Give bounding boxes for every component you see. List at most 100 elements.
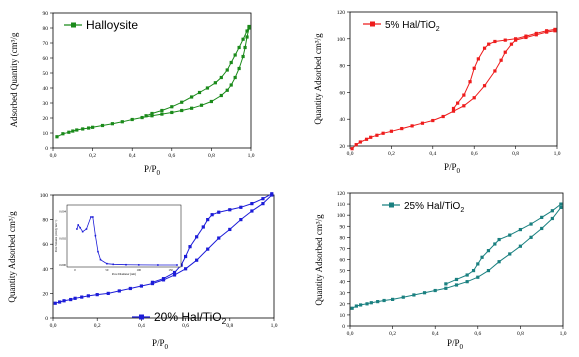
legend-text: 20% Hal/TiO <box>154 310 222 324</box>
data-point <box>241 54 245 59</box>
data-point <box>509 42 514 46</box>
y-tick-label: 40 <box>43 267 49 273</box>
inset-data-point <box>76 228 78 230</box>
data-point <box>160 112 164 116</box>
y-tick-label: 20 <box>340 302 346 308</box>
data-point <box>225 88 229 92</box>
data-point <box>270 192 274 196</box>
data-point <box>245 29 249 33</box>
data-point <box>241 37 245 41</box>
y-tick-label: 40 <box>340 117 346 123</box>
data-point <box>201 225 205 229</box>
data-point <box>451 109 456 113</box>
legend-marker <box>389 202 394 208</box>
inset-y-tick-label: 0.000 <box>59 263 66 267</box>
data-point <box>209 99 213 104</box>
inset-data-point <box>92 216 94 218</box>
chart-panel-1: 0,0 0,2 0,4 0,6 0,8 1,0 0 10 20 30 40 50 60 70 80 90 Hal… <box>9 11 255 177</box>
data-point <box>150 111 154 116</box>
x-axis-label: P/P0 <box>444 162 461 175</box>
data-point <box>369 301 373 305</box>
x-tick-label: 1,0 <box>271 323 278 329</box>
plot-frame <box>349 192 564 327</box>
data-point <box>150 114 154 118</box>
data-point <box>61 132 65 136</box>
x-tick-label: 1,0 <box>560 331 567 337</box>
inset-data-point <box>90 216 92 218</box>
x-tick-label: 0,2 <box>94 323 101 329</box>
data-point <box>389 129 393 133</box>
data-point <box>540 215 544 219</box>
data-point <box>503 38 507 42</box>
x-tick-label: 0,0 <box>50 153 57 159</box>
legend-label: Halloysite <box>86 18 138 32</box>
data-point <box>80 295 84 299</box>
data-point <box>529 222 533 226</box>
data-point <box>433 288 437 293</box>
data-point <box>358 140 362 144</box>
data-point <box>369 135 373 139</box>
y-tick-label: 90 <box>340 224 346 230</box>
data-point <box>550 209 554 213</box>
data-point <box>139 284 143 288</box>
data-point <box>559 205 563 210</box>
data-point <box>454 277 459 282</box>
data-point <box>444 286 448 290</box>
data-point <box>86 294 90 298</box>
data-point <box>350 306 354 310</box>
x-axis-label-text: P/P <box>144 164 157 174</box>
data-point <box>261 197 265 201</box>
legend-marker <box>139 314 144 320</box>
data-point <box>225 68 229 72</box>
x-tick-label: 0,0 <box>50 323 57 329</box>
data-point <box>250 209 254 213</box>
y-tick-label: 70 <box>340 246 346 252</box>
inset-data-point <box>99 258 102 261</box>
data-point <box>382 298 386 303</box>
legend-marker <box>71 22 76 28</box>
data-point <box>480 255 484 259</box>
data-point <box>100 123 105 128</box>
y-tick-label: 110 <box>337 202 345 208</box>
y-tick-label: 60 <box>43 56 49 62</box>
legend-subscript: 2 <box>460 207 464 214</box>
data-point <box>476 275 480 279</box>
data-point <box>247 24 251 29</box>
data-point <box>553 27 557 32</box>
data-point <box>180 100 184 104</box>
data-point <box>476 262 480 266</box>
y-tick-label: 20 <box>340 144 346 150</box>
data-point <box>55 135 59 139</box>
inset-frame <box>66 204 182 268</box>
legend-label: 20% Hal/TiO2 <box>154 310 227 326</box>
data-point <box>87 126 91 130</box>
data-point <box>375 133 379 137</box>
data-point <box>487 42 491 46</box>
data-point <box>233 53 237 57</box>
data-point <box>172 270 177 275</box>
data-point <box>400 126 404 131</box>
x-tick-label: 0,0 <box>347 151 354 157</box>
plot-frame <box>349 11 558 147</box>
inset-x-tick-label: 100 <box>137 268 142 272</box>
y-tick-label: 60 <box>340 90 346 96</box>
data-point <box>91 125 95 129</box>
data-point <box>106 291 110 295</box>
data-point <box>243 45 247 50</box>
data-point <box>73 296 77 300</box>
y-tick-label: 0 <box>45 146 48 152</box>
data-point <box>422 291 427 295</box>
data-point <box>172 273 177 277</box>
data-point <box>233 75 237 80</box>
data-point <box>412 293 416 297</box>
data-point <box>454 283 459 287</box>
legend-label: 25% Hal/TiO2 <box>404 201 464 214</box>
data-point <box>239 205 243 209</box>
y-tick-label: 70 <box>43 41 49 47</box>
data-point <box>195 258 199 262</box>
data-point <box>503 50 507 54</box>
y-tick-label: 80 <box>43 218 49 224</box>
y-tick-label: 50 <box>43 71 49 77</box>
chart-panel-4: 0,0 0,2 0,4 0,6 0,8 1,00102030405060708090100… <box>314 191 567 351</box>
data-point <box>482 46 487 50</box>
